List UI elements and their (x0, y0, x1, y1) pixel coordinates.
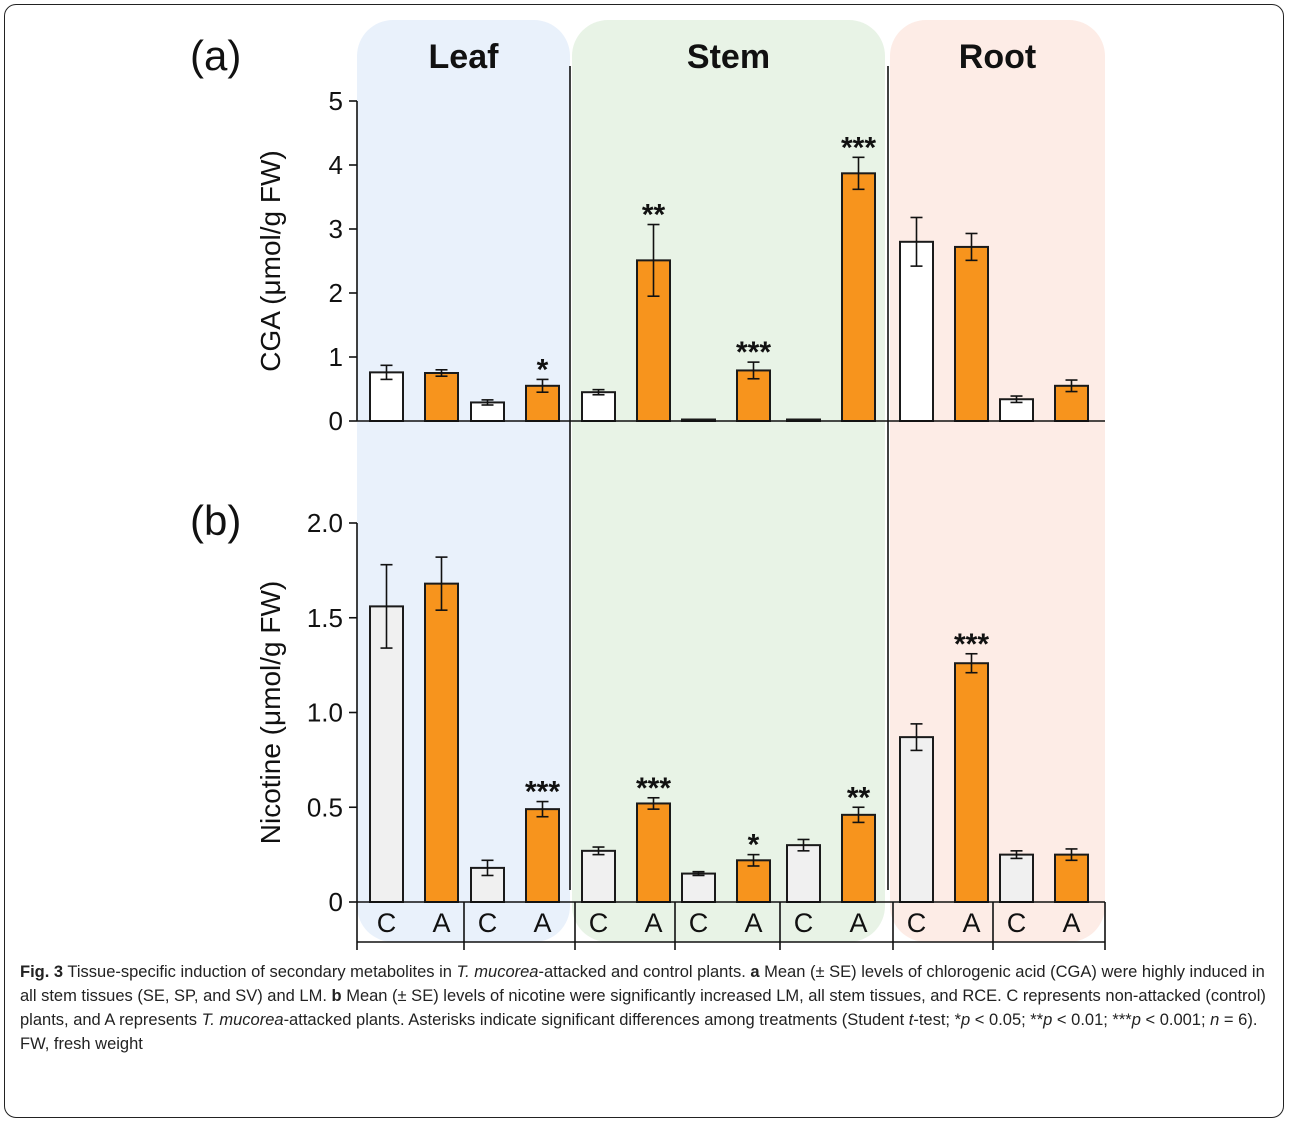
treatment-label: C (689, 908, 709, 938)
category-label: RV (1029, 947, 1068, 950)
y-tick-label: 1.5 (307, 603, 343, 633)
panel-label: (a) (190, 32, 241, 79)
bar-a-sp (841, 172, 876, 422)
y-axis-label: Nicotine (μmol/g FW) (255, 581, 286, 845)
bar-c-lm (470, 866, 505, 904)
y-tick-label: 1 (329, 342, 343, 372)
significance-label: ** (642, 199, 666, 232)
panel-label: (b) (190, 497, 241, 544)
bar-c-sv (681, 872, 716, 904)
significance-label: * (537, 353, 549, 386)
category-label: LLE (387, 947, 440, 950)
treatment-label: A (744, 908, 762, 938)
bar-a-lm (525, 808, 560, 904)
caption-text: < 0.001; (1140, 1011, 1211, 1029)
caption-text: < 0.05; ** (970, 1011, 1044, 1029)
caption-text: = 6). FW, fresh weight (20, 1011, 1258, 1053)
significance-label: *** (954, 628, 989, 661)
caption-fig-label: Fig. 3 (20, 963, 64, 981)
treatment-label: A (1062, 908, 1080, 938)
figure-frame (4, 4, 1284, 1118)
caption-text: -attacked plants. Asterisks indicate sig… (283, 1011, 909, 1029)
bar-a-rce (954, 245, 989, 422)
caption-italic: p (1043, 1011, 1053, 1029)
caption-panel-a: a (750, 963, 760, 981)
caption-text: Mean (± SE) levels of chlorogenic acid (… (20, 963, 1265, 1005)
caption-italic: p (1131, 1011, 1141, 1029)
bar-c-rce (899, 736, 934, 904)
y-tick-label: 0 (329, 406, 343, 436)
caption-species: T. mucorea (456, 963, 539, 981)
y-tick-label: 2.0 (307, 508, 343, 538)
treatment-label: A (962, 908, 980, 938)
significance-label: *** (636, 772, 671, 805)
bar-c-sp (786, 844, 821, 904)
treatment-label: A (533, 908, 551, 938)
bar-a-lle (424, 372, 459, 422)
caption-italic: p (961, 1011, 971, 1029)
treatment-label: C (907, 908, 927, 938)
significance-label: * (748, 829, 760, 862)
caption-species: T. mucorea (201, 1011, 284, 1029)
treatment-label: A (644, 908, 662, 938)
group-background-leaf (357, 20, 570, 942)
bar-c-se (581, 391, 616, 423)
treatment-label: C (377, 908, 397, 938)
caption-text: < 0.01; *** (1052, 1011, 1132, 1029)
caption-text: Mean (± SE) levels of nicotine were sign… (20, 987, 1266, 1029)
caption-text: Tissue-specific induction of secondary m… (63, 963, 457, 981)
group-label: Stem (687, 38, 770, 76)
category-label: SV (709, 947, 747, 950)
category-label: SE (606, 947, 643, 950)
group-label: Leaf (429, 38, 500, 76)
figure-caption: Fig. 3 Tissue-specific induction of seco… (20, 960, 1270, 1056)
bar-c-rv (999, 853, 1034, 903)
bar-a-se (636, 802, 671, 904)
bar-a-sp (841, 813, 876, 904)
y-tick-label: 3 (329, 214, 343, 244)
y-tick-label: 1.0 (307, 698, 343, 728)
significance-label: *** (841, 131, 876, 164)
bar-c-lle (369, 605, 404, 903)
bar-a-rv (1054, 853, 1089, 903)
group-background-root (890, 20, 1105, 942)
bar-a-sv (736, 859, 771, 903)
y-tick-label: 5 (329, 86, 343, 116)
y-tick-label: 2 (329, 278, 343, 308)
y-tick-label: 0.5 (307, 792, 343, 822)
significance-label: *** (736, 336, 771, 369)
group-label: Root (959, 38, 1036, 76)
treatment-label: C (589, 908, 609, 938)
category-label: LM (499, 947, 539, 950)
bar-a-rce (954, 662, 989, 903)
category-label: RCE (913, 947, 972, 950)
caption-text: -attacked and control plants. (538, 963, 751, 981)
category-label: SP (818, 947, 855, 950)
y-tick-label: 0 (329, 887, 343, 917)
y-axis-label: CGA (μmol/g FW) (255, 150, 286, 371)
caption-text: -test; * (913, 1011, 962, 1029)
caption-italic: n (1210, 1011, 1220, 1029)
treatment-label: A (432, 908, 450, 938)
treatment-label: C (478, 908, 498, 938)
bar-a-lle (424, 582, 459, 903)
bar-c-rce (899, 240, 934, 422)
y-tick-label: 4 (329, 150, 343, 180)
caption-italic: t (908, 1011, 914, 1029)
group-background-stem (572, 20, 885, 942)
significance-label: *** (525, 776, 560, 809)
bar-c-se (581, 849, 616, 904)
treatment-label: A (849, 908, 867, 938)
caption-panel-b: b (331, 987, 342, 1005)
treatment-label: C (794, 908, 814, 938)
treatment-label: C (1007, 908, 1027, 938)
significance-label: ** (847, 781, 871, 814)
